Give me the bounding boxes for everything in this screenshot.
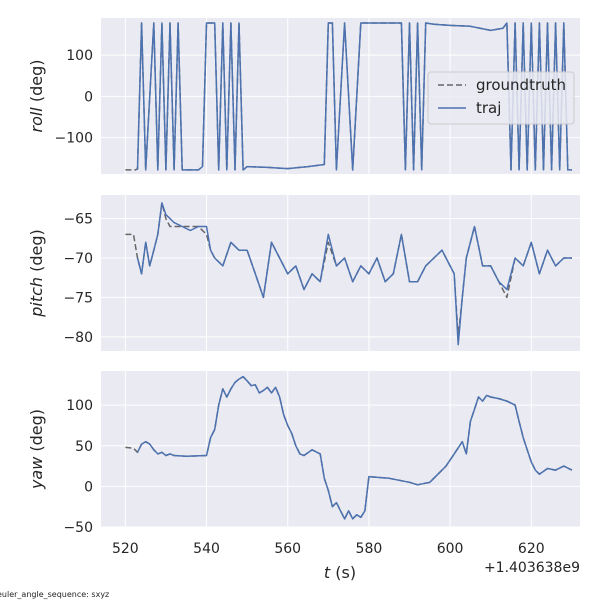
series-group (125, 202, 572, 346)
y-axis-unit: (deg) (27, 60, 46, 108)
y-tick-label: −50 (63, 520, 93, 536)
x-axis-unit: (s) (330, 563, 356, 582)
y-axis-unit: (deg) (27, 409, 46, 457)
legend-traj-label: traj (476, 99, 501, 117)
y-axis-unit: (deg) (27, 229, 46, 277)
x-tick-label: 600 (437, 541, 464, 557)
x-axis-variable: t (324, 563, 331, 582)
y-tick-label: −70 (63, 251, 93, 267)
x-tick-label: 620 (518, 541, 545, 557)
legend: groundtruth traj (427, 71, 575, 125)
y-tick-label: −75 (63, 290, 93, 306)
y-tick-label: 0 (84, 89, 93, 105)
y-tick-label: 100 (66, 48, 93, 64)
y-axis-variable: pitch (27, 277, 46, 318)
y-tick-label: 50 (75, 439, 93, 455)
y-axis-variable: roll (27, 107, 46, 133)
footnote: euler_angle_sequence: sxyz (0, 590, 109, 599)
series-line-traj (136, 22, 572, 171)
series-line-traj (136, 202, 572, 346)
series-line-traj (136, 375, 573, 520)
plot-area-pitch (101, 195, 580, 351)
y-axis-label-roll: roll (deg) (27, 60, 46, 133)
y-axis-label-yaw: yaw (deg) (27, 409, 46, 490)
subplot-pitch: −65 −70 −75 −80 pitch (deg) (27, 195, 580, 351)
y-axis-variable: yaw (27, 456, 46, 490)
plot-area-yaw (101, 371, 580, 527)
subplot-yaw: 100 50 0 −50 520 540 560 580 600 620 yaw (deg) (27, 371, 580, 557)
legend-box (427, 71, 575, 125)
series-group (125, 375, 573, 520)
y-tick-label: −80 (63, 330, 93, 346)
y-tick-label: 100 (66, 398, 93, 414)
y-axis-label-pitch: pitch (deg) (27, 229, 46, 318)
x-tick-label: 520 (112, 541, 139, 557)
x-tick-label: 560 (274, 541, 301, 557)
series-group (125, 22, 572, 171)
x-tick-label: 580 (356, 541, 383, 557)
legend-groundtruth-label: groundtruth (476, 76, 566, 94)
x-axis-offset: +1.403638e9 (484, 560, 580, 576)
y-tick-label: −100 (55, 131, 93, 147)
x-axis-label: t (s) (324, 563, 356, 582)
y-tick-label: 0 (84, 479, 93, 495)
x-tick-label: 540 (193, 541, 220, 557)
y-tick-label: −65 (63, 212, 93, 228)
